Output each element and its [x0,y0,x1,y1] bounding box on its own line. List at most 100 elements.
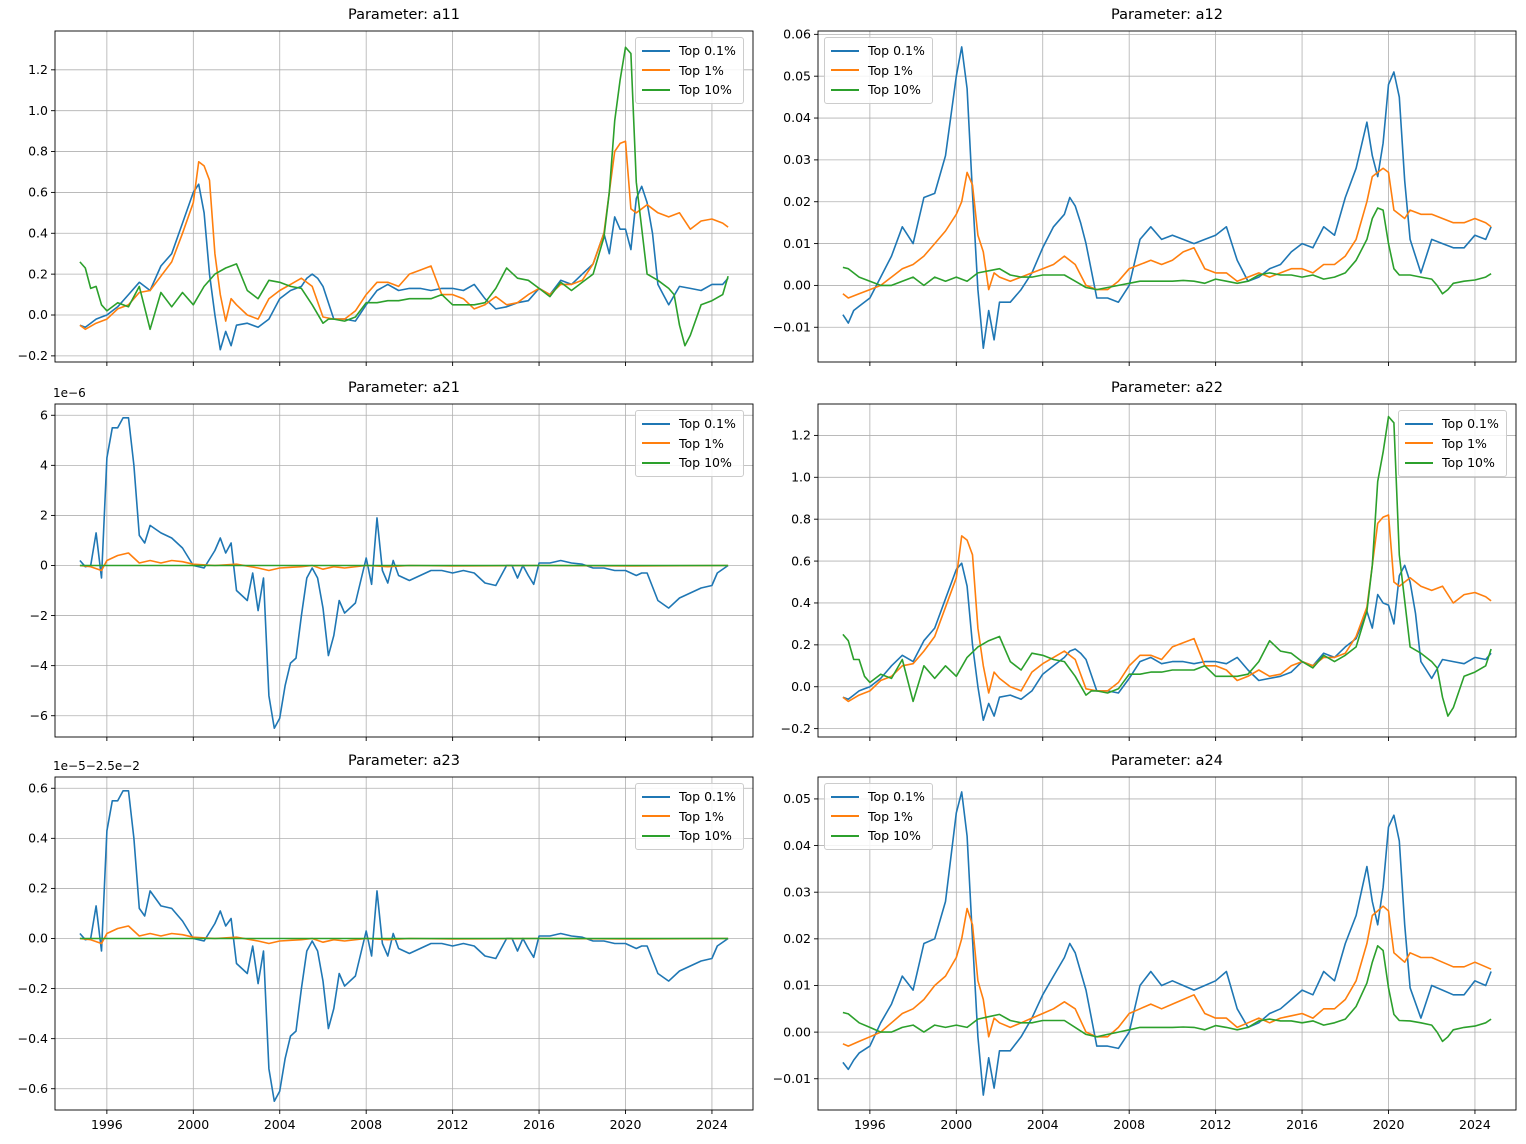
legend-label: Top 10% [1442,455,1495,471]
legend-swatch [642,442,670,445]
series-line-1 [842,791,1492,1096]
x-tick-label: 2016 [1286,1117,1318,1132]
x-tick-label: 2016 [523,1117,555,1132]
legend-swatch [831,795,859,798]
legend-item: Top 1% [831,61,925,81]
plot-area: −0.2 0.0 0.2 0.4 0.6 0.8 1.0 1.2 [781,403,1517,741]
y-tick-label: −0.2 [18,348,48,363]
y-tick-label: −2 [30,608,48,623]
y-tick-label: 0.00 [783,278,811,293]
series-line-2 [842,167,1492,299]
series-line-2 [842,514,1492,703]
subplot-title: Parameter: a24 [1110,753,1224,769]
legend-swatch [642,461,670,464]
legend-swatch [1405,422,1433,425]
legend-swatch [831,49,859,52]
legend-label: Top 0.1% [679,43,736,59]
legend-label: Top 10% [679,828,732,844]
y-offset-text: 1e−5−2.5e−2 [53,759,140,773]
y-offset-text: 1e−6 [53,386,86,400]
axes-frame [817,30,1517,363]
legend-swatch [831,815,859,818]
legend-item: Top 0.1% [642,414,736,434]
legend-label: Top 0.1% [1442,416,1499,432]
legend-label: Top 10% [868,828,921,844]
legend-swatch [642,795,670,798]
y-tick-label: 0.6 [28,780,48,795]
x-tick-label: 2004 [1027,1117,1059,1132]
plot-area: −0.01 0.00 0.01 0.02 0.03 0.04 0.05 0.06 [773,27,1517,366]
x-tick-label: 2020 [610,1117,642,1132]
legend-item: Top 1% [642,807,736,827]
legend-swatch [1405,442,1433,445]
legend-item: Top 0.1% [831,41,925,61]
legend-item: Top 10% [831,80,925,100]
legend-label: Top 1% [679,435,724,451]
y-tick-label: 0.0 [791,679,811,694]
x-tick-label: 2004 [264,1117,296,1132]
y-tick-label: 0.4 [791,595,811,610]
x-tick-label: 2000 [177,1117,209,1132]
x-tick-label: 2000 [940,1117,972,1132]
y-tick-label: 0 [40,558,48,573]
series-line-1 [79,416,729,730]
y-tick-label: 6 [40,407,48,422]
legend-item: Top 0.1% [642,787,736,807]
plot-area: −0.2 0.0 0.2 0.4 0.6 0.8 1.0 1.2 [18,30,754,366]
axes-frame [817,776,1517,1111]
subplot-title: Parameter: a11 [347,7,461,23]
y-tick-label: −4 [30,658,48,673]
y-tick-label: 0.6 [28,185,48,200]
legend-item: Top 0.1% [1405,414,1499,434]
legend-item: Top 10% [831,826,925,846]
legend-swatch [642,69,670,72]
y-tick-label: −0.2 [18,981,48,996]
x-tick-label: 2008 [1113,1117,1145,1132]
y-tick-label: 4 [40,458,48,473]
y-tick-label: 0.0 [28,931,48,946]
legend-item: Top 10% [1405,453,1499,473]
y-tick-label: 2 [40,508,48,523]
x-tick-label: 2008 [350,1117,382,1132]
y-tick-label: 0.2 [791,637,811,652]
legend-label: Top 10% [679,82,732,98]
legend: Top 0.1% Top 1% Top 10% [635,37,744,104]
series-line-1 [842,562,1492,722]
subplot-a11: −0.2 0.0 0.2 0.4 0.6 0.8 1.0 1.2 Parameter: a11 T… [0,0,763,373]
y-tick-label: 0.03 [783,152,811,167]
subplot-a22: −0.2 0.0 0.2 0.4 0.6 0.8 1.0 1.2 Parameter: a22 T… [763,373,1526,746]
legend-swatch [642,834,670,837]
x-tick-label: 1996 [854,1117,886,1132]
legend-swatch [642,88,670,91]
legend-swatch [642,815,670,818]
y-tick-label: 0.2 [28,881,48,896]
plot-area: −0.01 0.00 0.01 0.02 0.03 0.04 0.05 1996 2000 200… [773,776,1517,1132]
subplot-a21: −6 −4 −2 0 2 4 6 Parameter: a21 1e−6 Top 0.1% Top … [0,373,763,746]
axes-frame [54,776,754,1111]
x-tick-label: 2012 [437,1117,469,1132]
y-tick-label: 0.6 [791,553,811,568]
legend-label: Top 10% [679,455,732,471]
legend-swatch [642,49,670,52]
legend-item: Top 0.1% [831,787,925,807]
legend-item: Top 10% [642,80,736,100]
series-line-2 [79,140,729,331]
x-tick-label: 2024 [1459,1117,1491,1132]
legend-label: Top 0.1% [679,789,736,805]
legend-label: Top 1% [868,62,913,78]
series-line-3 [842,415,1492,717]
legend-item: Top 0.1% [642,41,736,61]
plot-area: −0.6 −0.4 −0.2 0.0 0.2 0.4 0.6 1996 2000 2004 2008… [18,776,754,1132]
x-tick-label: 1996 [91,1117,123,1132]
y-tick-label: −0.01 [773,319,811,334]
legend-item: Top 1% [642,61,736,81]
y-tick-label: 0.4 [28,225,48,240]
axes-frame [54,30,754,363]
y-tick-label: 0.02 [783,931,811,946]
legend-item: Top 10% [642,453,736,473]
legend-label: Top 0.1% [868,43,925,59]
legend-swatch [831,834,859,837]
y-tick-label: 0.8 [791,511,811,526]
legend-swatch [1405,461,1433,464]
